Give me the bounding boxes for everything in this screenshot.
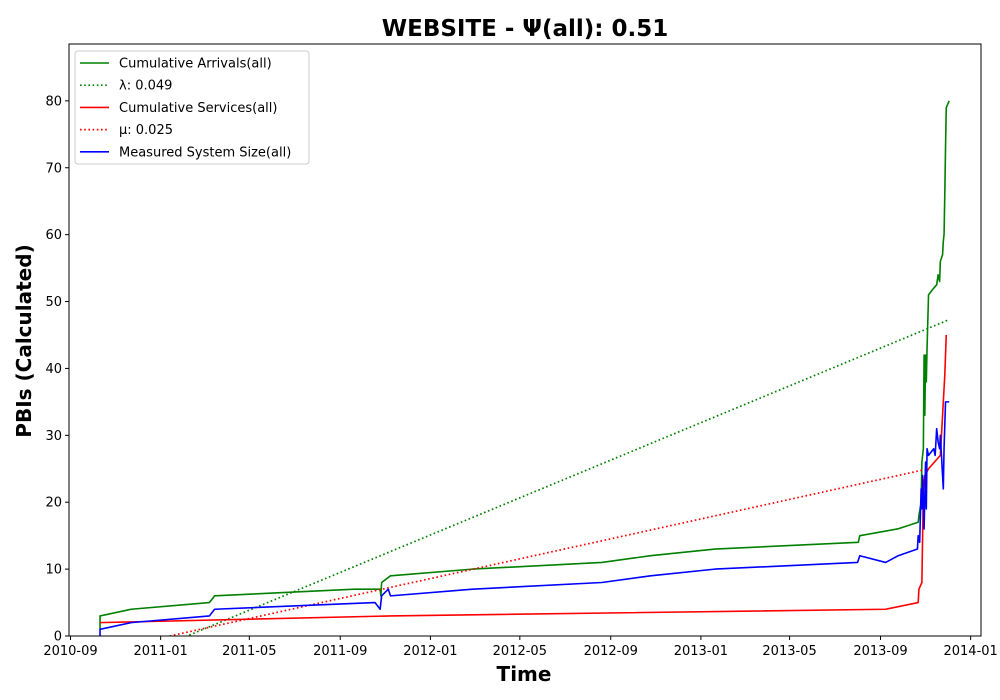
y-tick-label: 30	[45, 429, 62, 444]
series-line-0	[99, 100, 950, 630]
legend-label: λ: 0.049	[119, 79, 172, 94]
y-tick-label: 0	[54, 630, 62, 645]
legend-box	[74, 50, 310, 165]
y-axis: 0 10 20 30 40 50 60 70 80	[45, 94, 69, 645]
x-tick-label: 2011-05	[222, 644, 276, 659]
legend-label: Cumulative Arrivals(all)	[119, 57, 272, 72]
x-tick-label: 2013-01	[674, 644, 728, 659]
legend-label: Cumulative Services(all)	[119, 101, 277, 116]
x-tick-label: 2011-01	[133, 644, 187, 659]
x-tick-label: 2012-01	[403, 644, 457, 659]
x-axis: 2010-09 2011-01 2011-05 2011-09 2012-01 2012-…	[43, 636, 998, 659]
y-tick-label: 60	[45, 228, 62, 243]
legend-label: Measured System Size(all)	[119, 145, 291, 160]
y-tick-label: 70	[45, 161, 62, 176]
legend-label: μ: 0.025	[119, 123, 173, 138]
chart-title: WEBSITE - Ψ(all): 0.51	[382, 16, 669, 42]
y-axis-label: PBIs (Calculated)	[12, 244, 36, 437]
series-line-3	[165, 467, 929, 636]
x-axis-label: Time	[497, 662, 552, 686]
series-line-4	[99, 401, 950, 636]
legend: Cumulative Arrivals(all) λ: 0.049 Cumulati…	[74, 50, 310, 165]
x-tick-label: 2011-09	[313, 644, 367, 659]
y-tick-label: 10	[45, 563, 62, 578]
y-tick-label: 50	[45, 295, 62, 310]
x-tick-label: 2013-05	[762, 644, 816, 659]
y-tick-label: 20	[45, 496, 62, 511]
series-layer	[99, 100, 950, 636]
plot-frame	[68, 43, 982, 637]
y-tick-label: 40	[45, 362, 62, 377]
x-tick-label: 2012-09	[584, 644, 638, 659]
x-tick-label: 2013-09	[853, 644, 907, 659]
x-tick-label: 2010-09	[43, 644, 97, 659]
x-tick-label: 2014-01	[943, 644, 997, 659]
y-tick-label: 80	[45, 94, 62, 109]
x-tick-label: 2012-05	[493, 644, 547, 659]
